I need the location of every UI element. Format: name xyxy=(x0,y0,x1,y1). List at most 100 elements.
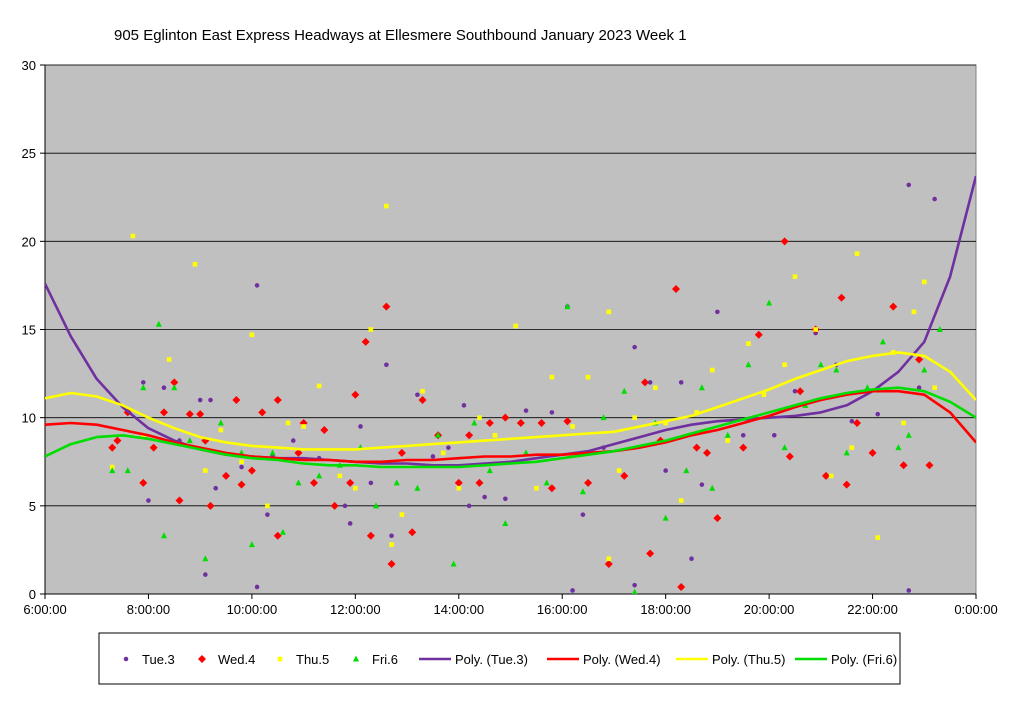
legend-label: Fri.6 xyxy=(372,652,398,667)
point-wed-4 xyxy=(537,418,546,427)
point-tue-3 xyxy=(213,485,218,491)
point-tue-3 xyxy=(161,385,167,390)
point-wed-4 xyxy=(387,560,396,569)
point-wed-4 xyxy=(837,293,846,302)
point-fri-6 xyxy=(523,449,530,456)
point-wed-4 xyxy=(185,410,194,419)
point-thu-5 xyxy=(616,468,622,473)
point-wed-4 xyxy=(604,560,613,569)
legend-marker xyxy=(353,655,359,662)
point-wed-4 xyxy=(149,443,158,452)
legend-label: Poly. (Wed.4) xyxy=(583,652,661,667)
point-fri-6 xyxy=(724,431,731,438)
point-tue-3 xyxy=(916,385,922,390)
point-wed-4 xyxy=(785,452,794,461)
point-thu-5 xyxy=(632,415,637,420)
point-wed-4 xyxy=(868,448,877,457)
point-wed-4 xyxy=(925,461,934,470)
x-tick-label: 10:00:00 xyxy=(227,602,278,617)
point-tue-3 xyxy=(663,468,668,473)
point-tue-3 xyxy=(715,309,720,315)
point-fri-6 xyxy=(879,338,886,345)
point-tue-3 xyxy=(632,582,637,588)
x-tick-label: 12:00:00 xyxy=(330,602,381,617)
point-fri-6 xyxy=(316,472,323,479)
point-fri-6 xyxy=(632,588,638,594)
point-fri-6 xyxy=(817,361,824,368)
point-thu-5 xyxy=(761,392,767,398)
point-thu-5 xyxy=(678,498,684,503)
plot-series xyxy=(45,175,976,594)
point-fri-6 xyxy=(186,437,193,444)
point-tue-3 xyxy=(503,496,508,502)
legend-label: Tue.3 xyxy=(142,652,175,667)
point-thu-5 xyxy=(782,362,787,368)
point-fri-6 xyxy=(843,449,850,456)
point-tue-3 xyxy=(430,454,436,459)
point-thu-5 xyxy=(477,415,482,420)
point-fri-6 xyxy=(269,449,276,456)
point-tue-3 xyxy=(771,433,777,438)
x-axis-ticks: 6:00:00 8:00:00 10:00:00 12:00:00 14:00:00 16… xyxy=(23,594,998,617)
point-tue-3 xyxy=(347,521,353,526)
point-tue-3 xyxy=(415,392,420,398)
point-tue-3 xyxy=(932,196,937,202)
point-fri-6 xyxy=(698,384,705,391)
point-thu-5 xyxy=(585,374,591,380)
point-fri-6 xyxy=(864,384,871,391)
point-wed-4 xyxy=(361,337,370,346)
legend: Tue.3 Wed.4 Thu.5 Fri.6 Poly. (Tue.3) Poly. (… xyxy=(98,632,901,685)
point-fri-6 xyxy=(564,303,571,310)
point-wed-4 xyxy=(475,478,484,487)
point-wed-4 xyxy=(408,528,417,537)
point-thu-5 xyxy=(192,261,198,267)
legend-marker xyxy=(198,655,206,663)
point-thu-5 xyxy=(746,341,751,346)
point-fri-6 xyxy=(160,532,167,539)
point-wed-4 xyxy=(485,418,494,427)
point-wed-4 xyxy=(713,514,722,523)
point-tue-3 xyxy=(146,498,151,503)
point-tue-3 xyxy=(342,503,348,509)
point-fri-6 xyxy=(295,479,302,486)
point-thu-5 xyxy=(218,427,224,433)
point-fri-6 xyxy=(766,299,773,306)
point-wed-4 xyxy=(170,378,179,387)
point-thu-5 xyxy=(513,323,518,329)
point-fri-6 xyxy=(202,555,209,562)
point-thu-5 xyxy=(813,327,818,332)
point-thu-5 xyxy=(849,445,855,450)
point-wed-4 xyxy=(646,549,655,558)
point-fri-6 xyxy=(471,419,478,426)
point-wed-4 xyxy=(822,471,831,480)
point-wed-4 xyxy=(672,284,681,293)
point-thu-5 xyxy=(694,410,699,415)
trendlines xyxy=(45,175,976,469)
point-wed-4 xyxy=(113,436,122,445)
point-thu-5 xyxy=(389,542,394,547)
point-thu-5 xyxy=(285,420,291,426)
point-tue-3 xyxy=(570,588,575,593)
y-tick-label: 30 xyxy=(22,58,36,73)
point-tue-3 xyxy=(875,411,881,417)
point-wed-4 xyxy=(320,426,329,435)
point-fri-6 xyxy=(543,479,550,486)
point-thu-5 xyxy=(420,388,425,394)
point-fri-6 xyxy=(600,414,607,421)
x-tick-label: 16:00:00 xyxy=(537,602,588,617)
point-wed-4 xyxy=(397,448,406,457)
point-thu-5 xyxy=(109,464,115,470)
x-tick-label: 8:00:00 xyxy=(127,602,170,617)
point-thu-5 xyxy=(911,309,917,315)
y-tick-label: 5 xyxy=(29,499,36,514)
point-wed-4 xyxy=(232,396,241,405)
point-thu-5 xyxy=(249,332,255,338)
point-wed-4 xyxy=(677,582,686,591)
point-fri-6 xyxy=(124,467,131,474)
point-tue-3 xyxy=(384,362,389,368)
point-fri-6 xyxy=(579,488,586,495)
point-thu-5 xyxy=(606,309,612,315)
point-thu-5 xyxy=(353,485,358,491)
point-tue-3 xyxy=(254,584,260,590)
legend-marker xyxy=(123,656,129,662)
